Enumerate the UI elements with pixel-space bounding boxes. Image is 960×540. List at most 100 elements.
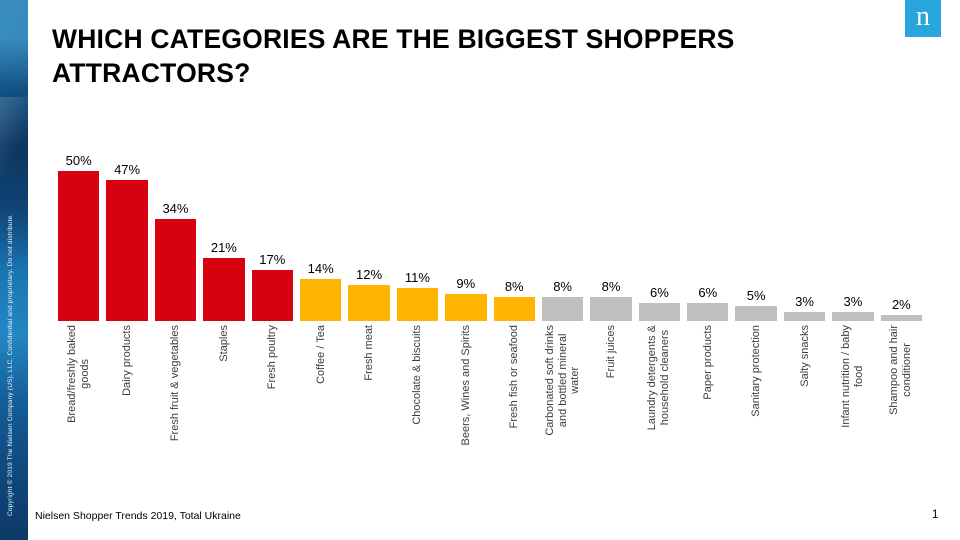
category-label-text: Fruit juices xyxy=(604,325,617,379)
bar xyxy=(541,297,584,321)
bar-area: 6% xyxy=(638,143,681,321)
category-label-text: Beers, Wines and Spirits xyxy=(459,325,472,446)
category-label-text: Fresh fruit & vegetables xyxy=(169,325,182,442)
bar xyxy=(493,297,535,321)
chart-column: 11% Chocolate & biscuits xyxy=(396,143,439,488)
bar xyxy=(638,303,681,321)
bar-value-label: 11% xyxy=(404,270,430,285)
bar xyxy=(445,294,487,321)
bar-value-label: 5% xyxy=(746,288,766,303)
category-label: Chocolate & biscuits xyxy=(395,325,439,477)
category-label-area: Fresh meat xyxy=(348,321,389,486)
category-label-area: Fruit juices xyxy=(590,321,631,486)
category-label-area: Sanitary protection xyxy=(735,321,776,486)
category-label-area: Laundry detergents & household cleaners xyxy=(639,321,680,486)
chart-column: 47% Dairy products xyxy=(106,143,148,488)
bar-value-label: 3% xyxy=(795,294,814,309)
bar-area: 8% xyxy=(590,143,632,321)
chart-column: 12% Fresh meat xyxy=(348,143,390,488)
bar-area: 6% xyxy=(687,143,729,321)
category-label-area: Chocolate & biscuits xyxy=(397,321,438,486)
bar-area: 12% xyxy=(348,143,390,321)
bar-value-label: 17% xyxy=(259,252,286,267)
chart-column: 6% Paper products xyxy=(686,143,730,488)
bar-value-label: 34% xyxy=(162,201,189,216)
category-label-area: Fresh fish or seafood xyxy=(494,321,535,486)
bar-value-label: 8% xyxy=(553,279,572,294)
bar xyxy=(735,306,777,321)
category-label: Laundry detergents & household cleaners xyxy=(637,325,681,477)
bar-area: 11% xyxy=(396,143,439,321)
category-label: Infant nutrition / baby food xyxy=(831,325,875,477)
bar-value-label: 8% xyxy=(504,279,524,294)
bar-value-label: 6% xyxy=(649,285,669,300)
chart-column: 21% Staples xyxy=(203,143,245,488)
bar-area: 2% xyxy=(880,143,923,321)
bar-area: 8% xyxy=(541,143,584,321)
category-label: Beers, Wines and Spirits xyxy=(444,325,488,477)
category-label: Salty snacks xyxy=(783,325,827,477)
bar-area: 3% xyxy=(783,143,826,321)
chart-column: 50% Bread/freshly baked goods xyxy=(58,143,100,488)
category-label-area: Fresh fruit & vegetables xyxy=(155,321,196,486)
chart-column: 2% Shampoo and hair conditioner xyxy=(879,143,923,488)
nielsen-logo: n xyxy=(905,0,941,37)
category-label-text: Laundry detergents & household cleaners xyxy=(646,325,672,431)
category-label: Bread/freshly baked goods xyxy=(57,325,101,477)
category-label: Dairy products xyxy=(105,325,149,477)
bar xyxy=(251,270,293,321)
nielsen-logo-letter: n xyxy=(916,1,930,32)
bar xyxy=(299,279,342,321)
bar-chart: 50% Bread/freshly baked goods 47% Dairy pro… xyxy=(58,143,923,488)
page-title: WHICH CATEGORIES ARE THE BIGGEST SHOPPER… xyxy=(52,24,735,89)
category-label: Fresh poultry xyxy=(250,325,294,477)
bar-value-label: 3% xyxy=(843,294,863,309)
category-label-text: Chocolate & biscuits xyxy=(411,325,424,425)
category-label-area: Dairy products xyxy=(106,321,147,486)
category-label-area: Infant nutrition / baby food xyxy=(832,321,873,486)
chart-column: 17% Fresh poultry xyxy=(251,143,293,488)
category-label-area: Fresh poultry xyxy=(252,321,293,486)
category-label-text: Dairy products xyxy=(120,325,133,396)
bar-area: 47% xyxy=(106,143,148,321)
category-label-area: Salty snacks xyxy=(784,321,825,486)
chart-column: 8% Fresh fish or seafood xyxy=(493,143,535,488)
bar-area: 9% xyxy=(445,143,487,321)
category-label: Fresh meat xyxy=(347,325,391,477)
chart-column: 8% Carbonated soft drinks and bottled min… xyxy=(541,143,584,488)
bar-area: 50% xyxy=(58,143,100,321)
category-label: Staples xyxy=(202,325,246,477)
category-label-area: Bread/freshly baked goods xyxy=(58,321,99,486)
bar-area: 8% xyxy=(493,143,535,321)
category-label: Paper products xyxy=(686,325,730,477)
bar-value-label: 6% xyxy=(698,285,718,300)
category-label-area: Carbonated soft drinks and bottled miner… xyxy=(542,321,583,486)
category-label-area: Staples xyxy=(203,321,244,486)
bar-value-label: 8% xyxy=(601,279,621,294)
category-label: Fresh fruit & vegetables xyxy=(153,325,197,477)
category-label-text: Paper products xyxy=(701,325,714,400)
bar xyxy=(58,171,100,321)
category-label-text: Staples xyxy=(217,325,230,362)
bar-area: 21% xyxy=(203,143,245,321)
category-label: Shampoo and hair conditioner xyxy=(879,325,923,477)
bar-value-label: 14% xyxy=(307,261,334,276)
category-label-text: Fresh fish or seafood xyxy=(507,325,520,429)
chart-column: 34% Fresh fruit & vegetables xyxy=(154,143,197,488)
source-note: Nielsen Shopper Trends 2019, Total Ukrai… xyxy=(35,510,241,522)
category-label-text: Shampoo and hair conditioner xyxy=(888,325,914,415)
chart-column: 9% Beers, Wines and Spirits xyxy=(444,143,488,488)
bar-area: 5% xyxy=(735,143,777,321)
chart-column: 5% Sanitary protection xyxy=(735,143,777,488)
category-label-text: Salty snacks xyxy=(798,325,811,387)
category-label: Fruit juices xyxy=(589,325,633,477)
category-label-text: Carbonated soft drinks and bottled miner… xyxy=(543,325,581,436)
chart-column: 14% Coffee / Tea xyxy=(299,143,342,488)
bar-area: 3% xyxy=(832,143,874,321)
category-label: Fresh fish or seafood xyxy=(492,325,536,477)
bar-value-label: 47% xyxy=(114,162,141,177)
bar xyxy=(687,303,729,321)
decorative-side-strip xyxy=(0,0,28,540)
page-number: 1 xyxy=(932,509,939,521)
